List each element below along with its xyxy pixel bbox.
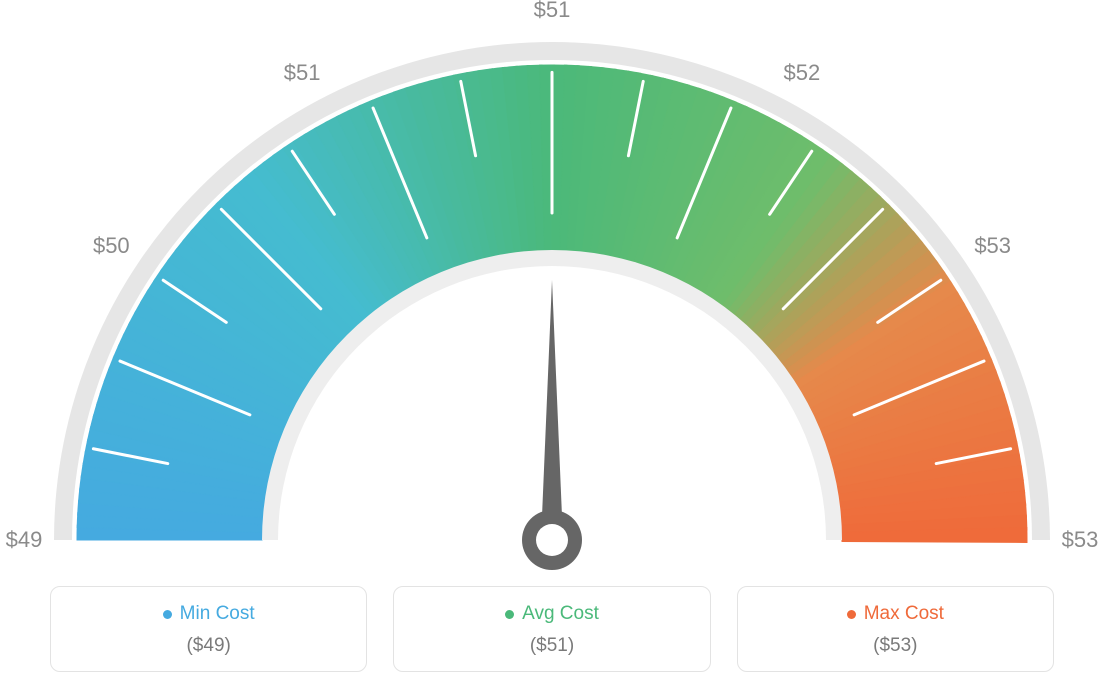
legend-dot-min — [163, 610, 172, 619]
legend-value-min: ($49) — [61, 635, 356, 657]
legend-card-avg: Avg Cost ($51) — [393, 586, 710, 672]
legend-title-avg: Avg Cost — [505, 603, 599, 625]
gauge-tick-label: $49 — [6, 527, 43, 553]
gauge-tick-label: $51 — [284, 60, 321, 86]
cost-gauge-chart: $49 $50 $51 $51 $52 $53 $53 Min Cost ($49) Avg… — [0, 0, 1104, 690]
gauge-tick-label: $51 — [534, 0, 571, 23]
gauge-area: $49 $50 $51 $51 $52 $53 $53 — [0, 0, 1104, 570]
legend-dot-avg — [505, 610, 514, 619]
gauge-svg — [0, 0, 1104, 570]
gauge-tick-label: $50 — [93, 233, 130, 259]
legend-title-max: Max Cost — [847, 603, 944, 625]
legend-dot-max — [847, 610, 856, 619]
legend-value-avg: ($51) — [404, 635, 699, 657]
legend-label-min: Min Cost — [180, 603, 255, 625]
legend-title-min: Min Cost — [163, 603, 255, 625]
legend-card-min: Min Cost ($49) — [50, 586, 367, 672]
legend-row: Min Cost ($49) Avg Cost ($51) Max Cost (… — [50, 586, 1054, 672]
gauge-tick-label: $52 — [783, 60, 820, 86]
legend-value-max: ($53) — [748, 635, 1043, 657]
legend-card-max: Max Cost ($53) — [737, 586, 1054, 672]
legend-label-max: Max Cost — [864, 603, 944, 625]
gauge-tick-label: $53 — [1062, 527, 1099, 553]
legend-label-avg: Avg Cost — [522, 603, 599, 625]
gauge-tick-label: $53 — [974, 233, 1011, 259]
